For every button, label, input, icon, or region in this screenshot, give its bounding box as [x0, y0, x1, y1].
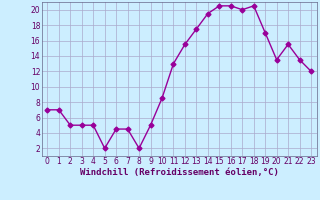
X-axis label: Windchill (Refroidissement éolien,°C): Windchill (Refroidissement éolien,°C) [80, 168, 279, 177]
